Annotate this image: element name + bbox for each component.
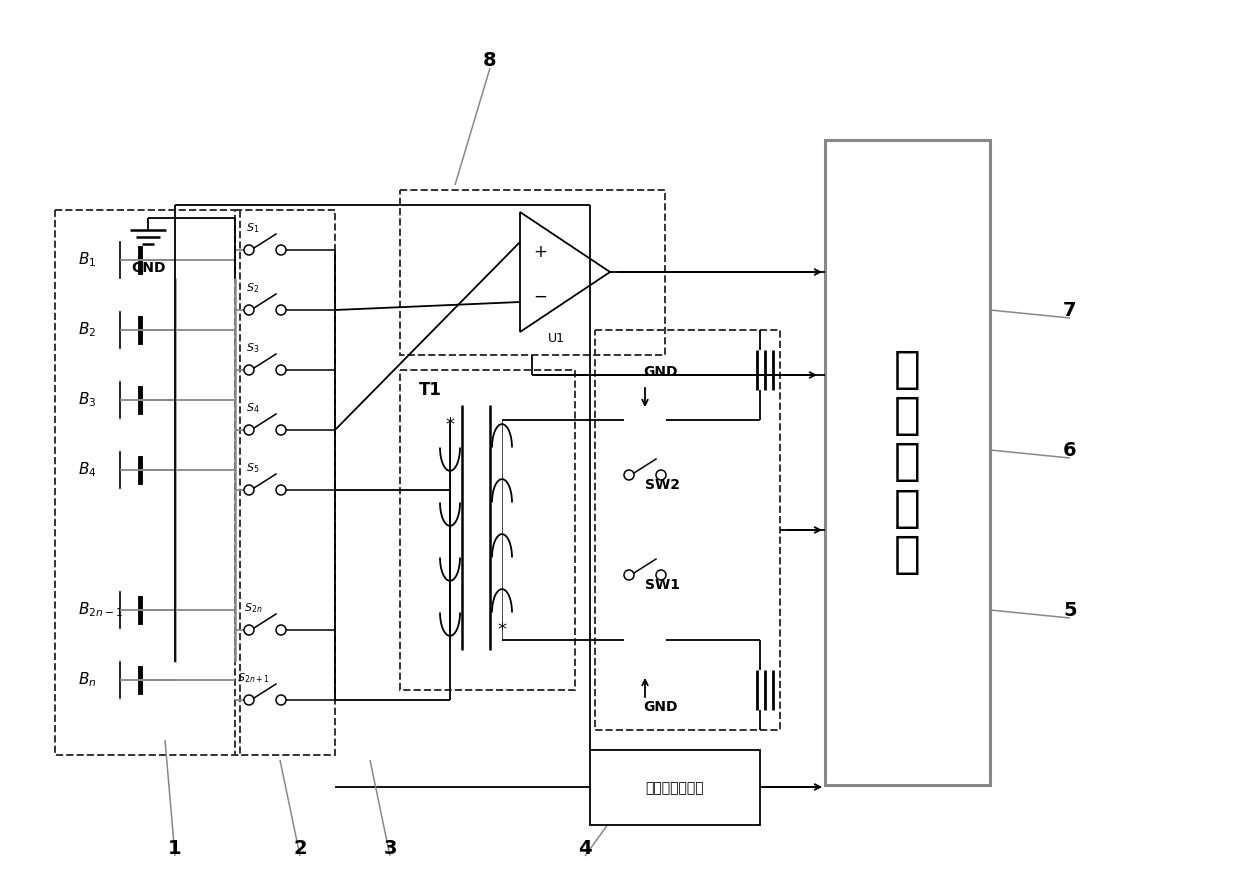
Bar: [595, 330, 780, 730]
Text: 4: 4: [578, 838, 591, 858]
Text: *: *: [445, 416, 455, 434]
Text: 5: 5: [1063, 601, 1076, 619]
Bar: [401, 190, 665, 355]
Text: SW1: SW1: [646, 578, 681, 592]
Text: $S_{2n}$: $S_{2n}$: [244, 601, 262, 615]
Text: 均
衡
控
制
器: 均 衡 控 制 器: [894, 347, 920, 576]
Text: $S_2$: $S_2$: [247, 282, 259, 295]
Text: $S_4$: $S_4$: [247, 401, 260, 415]
Text: 7: 7: [1063, 301, 1076, 319]
Text: 电池组电压采样: 电池组电压采样: [646, 781, 704, 795]
Text: U1: U1: [548, 332, 564, 345]
Bar: [590, 750, 760, 825]
Text: 1: 1: [169, 838, 182, 858]
Text: +: +: [533, 243, 547, 261]
Text: GND: GND: [642, 365, 677, 379]
Text: $S_{2n+1}$: $S_{2n+1}$: [237, 671, 269, 685]
Bar: [236, 210, 335, 755]
Text: 2: 2: [293, 838, 306, 858]
Text: $B_{2n-1}$: $B_{2n-1}$: [78, 601, 123, 619]
Text: $B_2$: $B_2$: [78, 321, 97, 339]
Bar: [55, 210, 241, 755]
Text: $B_n$: $B_n$: [78, 671, 97, 689]
Text: −: −: [533, 288, 547, 306]
Text: GND: GND: [642, 700, 677, 714]
Bar: [825, 140, 990, 785]
Text: $S_3$: $S_3$: [247, 341, 259, 355]
Text: $S_5$: $S_5$: [247, 461, 259, 475]
Text: SW2: SW2: [646, 478, 681, 492]
Text: 3: 3: [383, 838, 397, 858]
Bar: [401, 370, 575, 690]
Text: $S_1$: $S_1$: [247, 221, 259, 235]
Text: 8: 8: [484, 51, 497, 69]
Text: $B_1$: $B_1$: [78, 251, 97, 269]
Text: $B_3$: $B_3$: [78, 390, 97, 410]
Text: 6: 6: [1063, 440, 1076, 460]
Text: *: *: [497, 621, 506, 639]
Text: $B_4$: $B_4$: [78, 460, 97, 480]
Text: T1: T1: [419, 381, 441, 399]
Text: GND: GND: [130, 261, 165, 275]
